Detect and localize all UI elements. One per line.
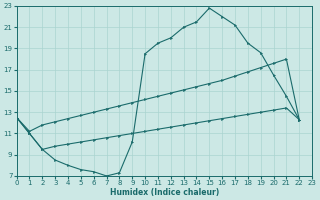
X-axis label: Humidex (Indice chaleur): Humidex (Indice chaleur) [110,188,219,197]
